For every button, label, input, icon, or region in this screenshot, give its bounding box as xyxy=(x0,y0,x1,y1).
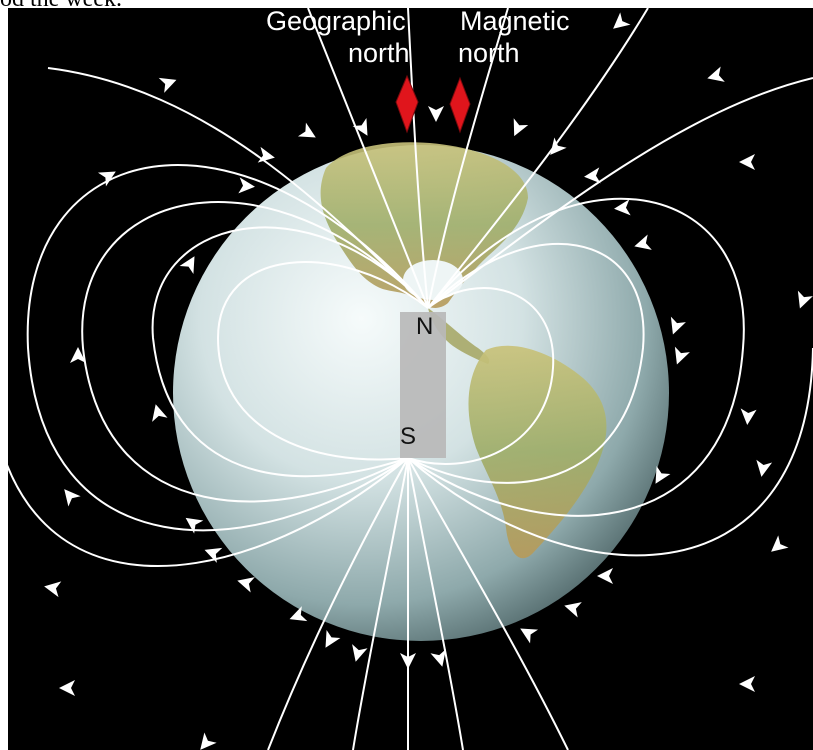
field-line xyxy=(407,243,645,484)
field-line xyxy=(407,347,813,557)
arrowhead-icon xyxy=(297,122,316,138)
arrowhead-icon xyxy=(430,649,446,667)
field-line xyxy=(352,457,409,750)
arrowhead-icon xyxy=(739,676,755,692)
arrowhead-icon xyxy=(428,106,444,122)
pointer-diamond-icon xyxy=(395,74,419,134)
field-line xyxy=(407,8,429,309)
arrowhead-icon xyxy=(740,408,757,425)
arrowhead-icon xyxy=(289,606,308,622)
bar-magnet: N S xyxy=(400,312,446,458)
arrowhead-icon xyxy=(564,602,582,618)
field-line xyxy=(267,457,409,750)
arrowhead-icon xyxy=(352,117,368,136)
arrowhead-icon xyxy=(257,146,275,163)
arrowhead-icon xyxy=(152,404,168,422)
field-line xyxy=(47,67,429,309)
geographic-label-line2: north xyxy=(348,38,410,68)
arrowhead-icon xyxy=(97,171,116,187)
arrowhead-icon xyxy=(179,256,195,275)
field-line xyxy=(427,8,509,309)
arrowhead-icon xyxy=(64,489,81,507)
field-line xyxy=(407,197,745,517)
north-pointers xyxy=(395,74,471,134)
field-lines xyxy=(8,8,813,750)
north-america-landmass xyxy=(320,142,528,308)
magnetic-field-diagram: N S Geographic north Magnetic north xyxy=(8,8,813,750)
diagram-panel: N S Geographic north Magnetic north xyxy=(8,8,813,750)
field-line xyxy=(26,164,429,532)
magnet-north-label: N xyxy=(416,313,433,340)
field-line xyxy=(307,8,429,309)
arrowhead-icon xyxy=(158,77,177,93)
field-line xyxy=(407,457,569,750)
field-line xyxy=(407,287,555,465)
field-line xyxy=(81,201,429,503)
arrowhead-icon xyxy=(59,680,75,696)
field-line xyxy=(216,261,429,461)
arrowhead-icon xyxy=(670,316,686,335)
arrowhead-icon xyxy=(70,347,86,363)
arrowhead-icon xyxy=(325,629,341,648)
pointer-diamond-icon xyxy=(449,76,471,134)
arrowhead-icon xyxy=(513,118,529,137)
arrowhead-icon xyxy=(352,644,368,662)
field-line xyxy=(427,8,649,309)
magnetic-label-line2: north xyxy=(458,38,520,68)
arrowhead-icon xyxy=(204,547,223,563)
arrowhead-icon xyxy=(614,199,631,216)
arrowhead-icon xyxy=(655,465,671,484)
arrowhead-icon xyxy=(584,167,601,184)
arrowhead-icon xyxy=(185,517,204,534)
arrowhead-icon xyxy=(739,154,755,170)
south-america-landmass xyxy=(468,345,607,559)
arrowhead-icon xyxy=(797,290,813,309)
field-line xyxy=(8,457,409,567)
arrowhead-icon xyxy=(550,137,567,155)
arrowhead-icon xyxy=(237,577,255,593)
magnet-south-label: S xyxy=(400,423,416,450)
magnetic-label-line1: Magnetic xyxy=(460,8,570,36)
arrowhead-icon xyxy=(238,177,255,194)
geographic-label-line1: Geographic xyxy=(266,8,406,36)
arrowhead-icon xyxy=(520,628,539,644)
arrowhead-icon xyxy=(597,568,613,584)
arrowhead-icon xyxy=(674,346,690,365)
arrowhead-icon xyxy=(400,653,416,669)
field-line xyxy=(427,77,813,309)
field-line xyxy=(151,226,429,478)
arrowhead-icon xyxy=(200,732,217,750)
arrowhead-icon xyxy=(771,535,789,552)
arrowhead-icon xyxy=(756,459,773,477)
arrowhead-icon xyxy=(44,581,62,598)
field-line xyxy=(407,457,464,750)
arrowhead-icon xyxy=(707,66,725,82)
arrowhead-icon xyxy=(613,12,631,29)
field-arrows xyxy=(44,12,813,750)
arrowhead-icon xyxy=(634,234,652,250)
pole-labels: Geographic north Magnetic north xyxy=(266,8,570,68)
